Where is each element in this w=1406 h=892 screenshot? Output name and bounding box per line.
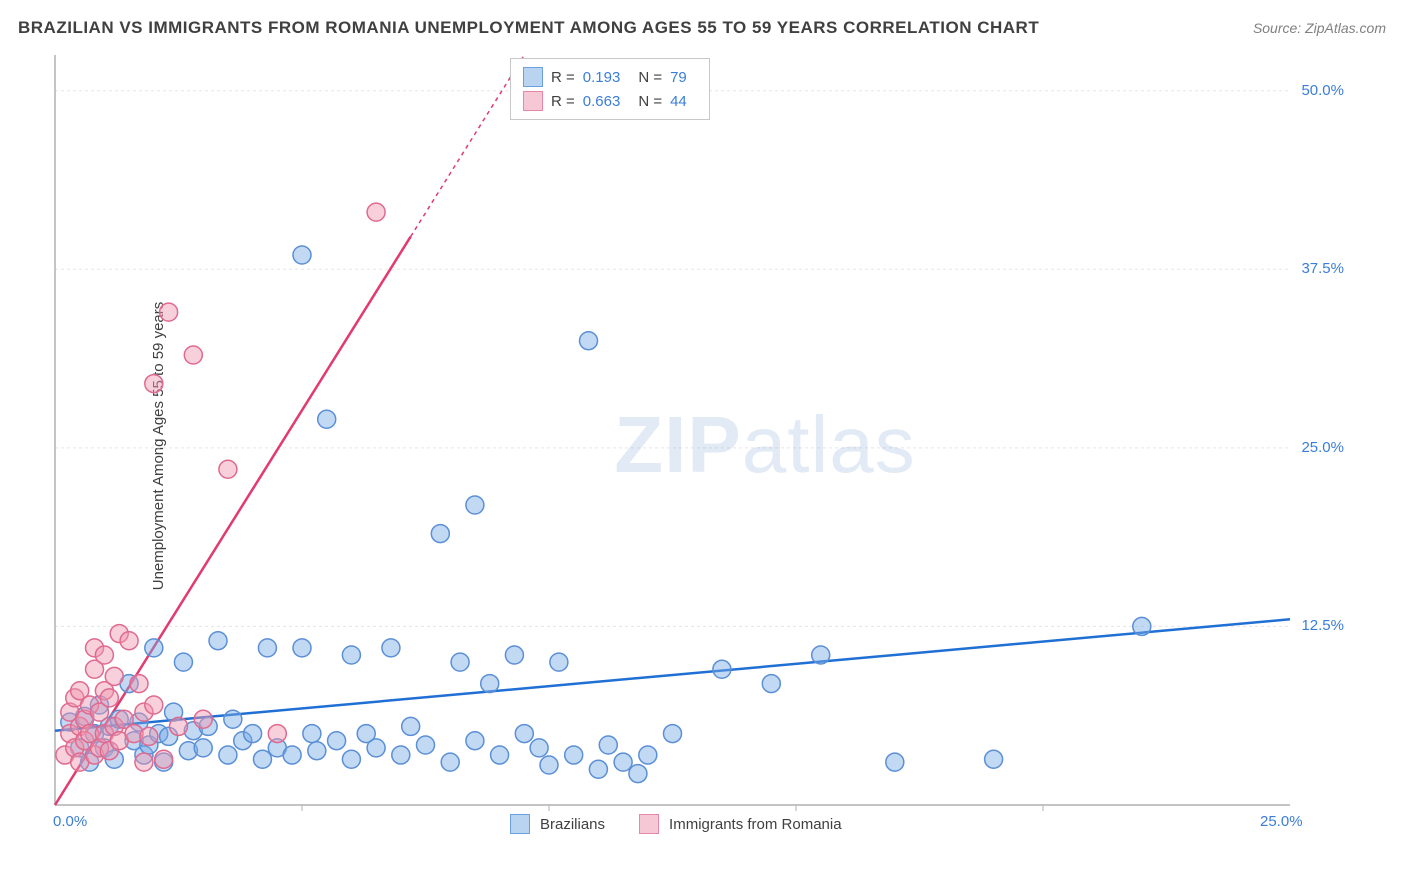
stats-box: R = 0.193 N = 79 R = 0.663 N = 44 bbox=[510, 58, 710, 120]
legend-label-romania: Immigrants from Romania bbox=[669, 816, 842, 833]
swatch-romania-icon bbox=[523, 91, 543, 111]
stats-row-romania: R = 0.663 N = 44 bbox=[523, 89, 697, 113]
r-label: R = bbox=[551, 69, 575, 86]
plot-area: ZIPatlas R = 0.193 N = 79 R = 0.663 N = … bbox=[50, 50, 1350, 840]
y-tick-label: 50.0% bbox=[1301, 82, 1344, 99]
chart-title: BRAZILIAN VS IMMIGRANTS FROM ROMANIA UNE… bbox=[18, 18, 1039, 38]
legend-swatch-romania-icon bbox=[639, 814, 659, 834]
n-label: N = bbox=[638, 69, 662, 86]
legend-label-brazilians: Brazilians bbox=[540, 816, 605, 833]
r-value-romania: 0.663 bbox=[583, 93, 621, 110]
y-tick-label: 25.0% bbox=[1301, 439, 1344, 456]
n-label: N = bbox=[638, 93, 662, 110]
x-tick-label: 25.0% bbox=[1260, 813, 1303, 830]
stats-row-brazilians: R = 0.193 N = 79 bbox=[523, 65, 697, 89]
n-value-brazilians: 79 bbox=[670, 69, 687, 86]
source-label: Source: ZipAtlas.com bbox=[1253, 20, 1386, 36]
y-tick-label: 12.5% bbox=[1301, 617, 1344, 634]
scatter-chart bbox=[50, 50, 1350, 840]
r-value-brazilians: 0.193 bbox=[583, 69, 621, 86]
r-label: R = bbox=[551, 93, 575, 110]
x-tick-label: 0.0% bbox=[53, 813, 87, 830]
legend-swatch-brazilians-icon bbox=[510, 814, 530, 834]
swatch-brazilians-icon bbox=[523, 67, 543, 87]
legend: Brazilians Immigrants from Romania bbox=[510, 814, 842, 834]
y-tick-label: 37.5% bbox=[1301, 260, 1344, 277]
n-value-romania: 44 bbox=[670, 93, 687, 110]
